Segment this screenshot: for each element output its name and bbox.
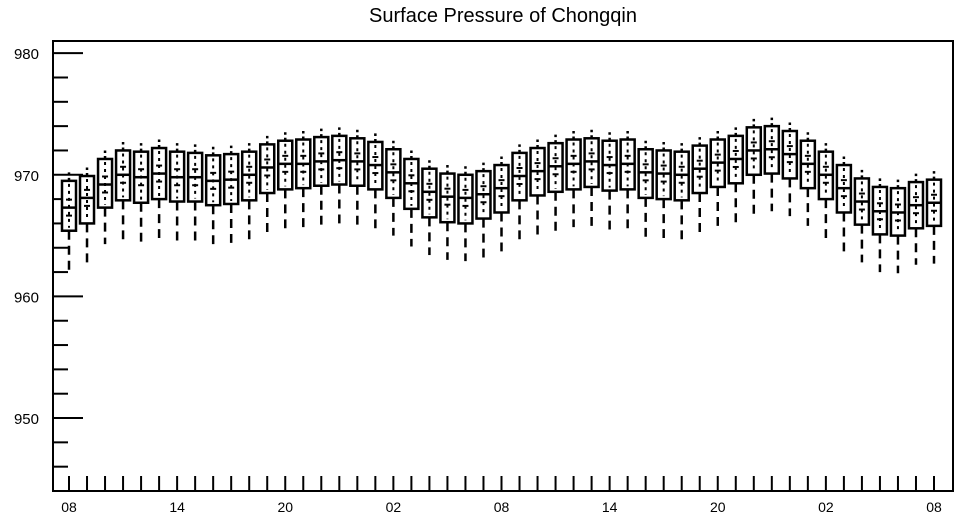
y-tick-label: 980 xyxy=(14,46,39,63)
box-item xyxy=(385,140,402,236)
box-item xyxy=(835,156,853,252)
box-item xyxy=(349,129,366,225)
x-tick-label: 20 xyxy=(710,499,726,515)
box-item xyxy=(601,132,618,230)
box-item xyxy=(727,127,745,223)
x-tick-label: 08 xyxy=(926,499,942,515)
box-item xyxy=(817,143,835,239)
box-item xyxy=(114,141,132,240)
box-item xyxy=(204,146,222,245)
box-item xyxy=(529,139,546,236)
box-item xyxy=(367,133,384,229)
box-item xyxy=(240,143,258,240)
box-item xyxy=(547,134,564,231)
box-item xyxy=(78,167,96,263)
box-item xyxy=(295,131,312,228)
box-item xyxy=(853,169,871,263)
box-item xyxy=(619,131,636,229)
box-item xyxy=(150,139,168,239)
box-item xyxy=(511,144,528,240)
x-tick-label: 08 xyxy=(61,499,77,515)
box-item xyxy=(168,143,186,242)
box-item xyxy=(655,141,672,239)
plot-frame xyxy=(52,40,954,492)
box-item xyxy=(421,160,438,256)
box-item xyxy=(258,135,276,232)
box-item xyxy=(313,128,330,225)
box-item xyxy=(673,143,690,240)
box-item xyxy=(439,165,456,260)
box-item xyxy=(709,131,726,226)
box-item xyxy=(493,156,510,252)
box-item xyxy=(222,145,240,243)
x-tick-label: 08 xyxy=(494,499,510,515)
box-item xyxy=(457,166,474,262)
chart-title: Surface Pressure of Chongqin xyxy=(369,5,637,27)
box-item xyxy=(277,132,294,229)
y-axis: 950 960 970 980 xyxy=(14,46,83,492)
box-item xyxy=(132,143,150,242)
box-item xyxy=(799,132,817,226)
box-item xyxy=(889,179,907,274)
box-item xyxy=(691,137,708,232)
iqr-box xyxy=(78,174,96,225)
y-tick-label: 950 xyxy=(14,411,39,428)
box-item xyxy=(186,144,204,242)
y-tick-label: 970 xyxy=(14,168,39,185)
box-item xyxy=(583,129,600,226)
x-tick-label: 14 xyxy=(602,499,618,515)
x-tick-label: 14 xyxy=(169,499,185,515)
x-tick-label: 20 xyxy=(277,499,293,515)
box-item xyxy=(745,118,763,214)
box-item xyxy=(60,172,78,271)
box-item xyxy=(907,173,925,265)
box-item xyxy=(475,162,492,258)
box-item xyxy=(763,117,781,212)
box-item xyxy=(925,171,943,264)
x-axis: 08 14 20 02 08 14 20 02 08 xyxy=(61,476,942,515)
x-tick-label: 02 xyxy=(386,499,402,515)
x-tick-label: 02 xyxy=(818,499,834,515)
box-item xyxy=(637,140,654,237)
box-item xyxy=(565,131,582,228)
box-item xyxy=(403,150,420,247)
box-item xyxy=(96,150,114,245)
box-item xyxy=(871,178,889,273)
box-series xyxy=(60,117,943,274)
y-tick-label: 960 xyxy=(14,289,39,306)
box-item xyxy=(781,122,799,217)
box-item xyxy=(331,127,348,224)
